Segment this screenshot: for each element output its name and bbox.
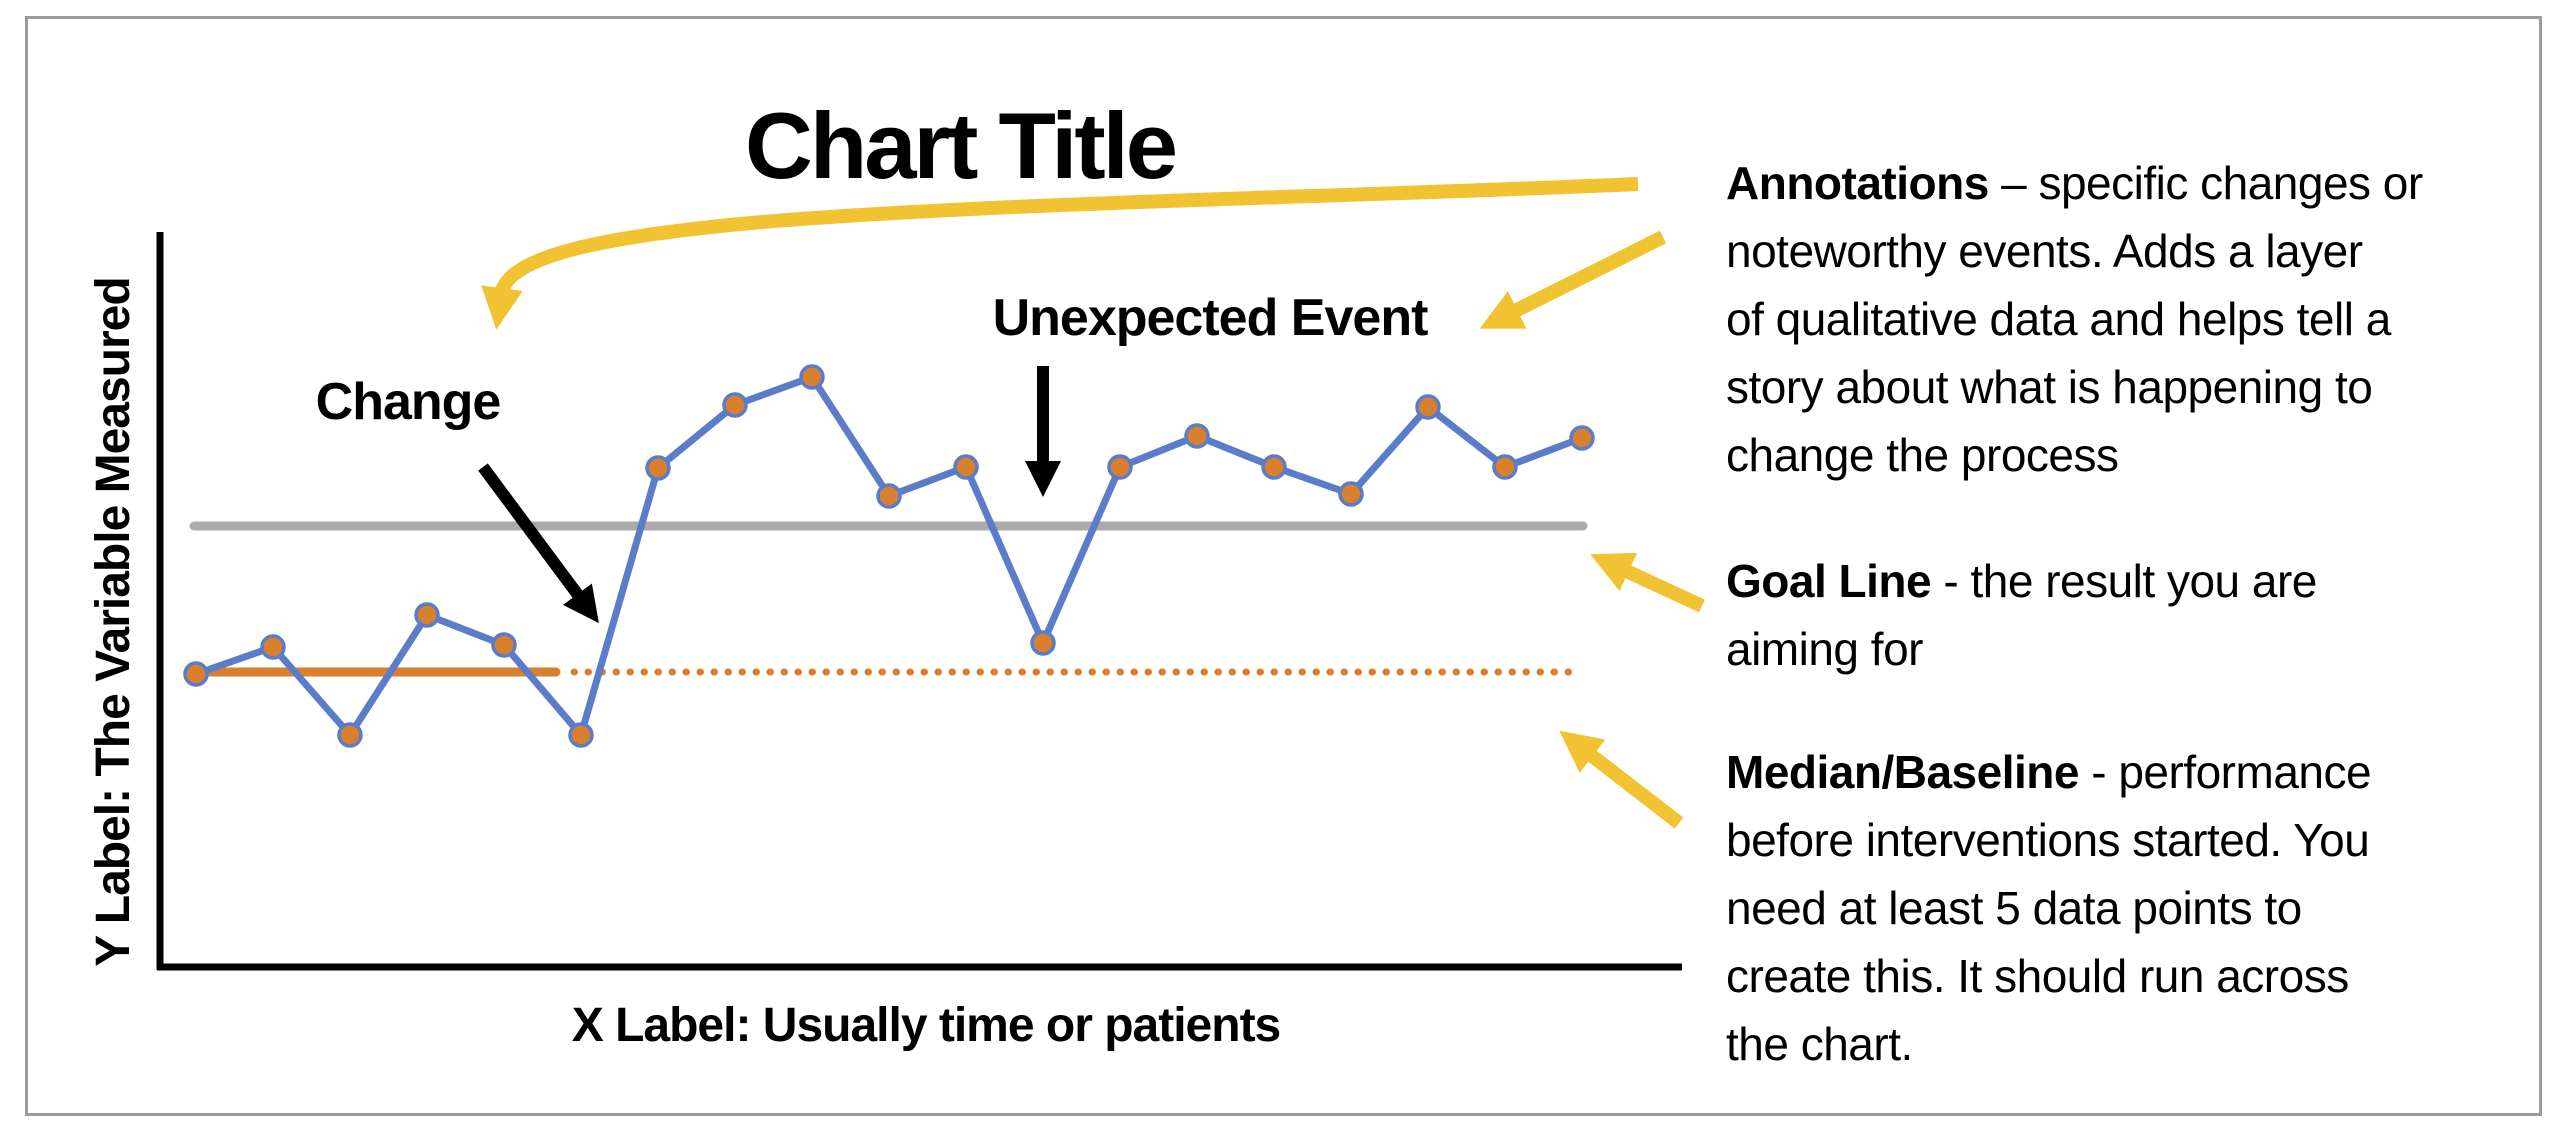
annotations-description: Annotations – specific changes or notewo… [1726, 149, 2536, 489]
data-point-marker [722, 392, 748, 418]
data-point-marker [260, 634, 286, 660]
change-annotation-label: Change [315, 373, 502, 431]
data-point-marker [1415, 394, 1441, 420]
median-baseline-definition: - performance before interventions start… [1726, 746, 2372, 1070]
data-point-marker [953, 454, 979, 480]
data-point-marker [876, 483, 902, 509]
data-point-marker [568, 722, 594, 748]
data-point-marker [1569, 425, 1595, 451]
annotations-diagonal-arrow [1479, 230, 1667, 329]
unexpected-event-annotation-label: Unexpected Event [992, 289, 1429, 347]
page-border-frame [25, 16, 2542, 1116]
median-baseline-arrow [1559, 730, 1684, 829]
goal-line-definition: - the result you are aiming for [1726, 555, 2317, 675]
goal-line-description: Goal Line - the result you are aiming fo… [1726, 547, 2536, 683]
annotations-term: Annotations [1726, 157, 1989, 209]
data-point-marker [183, 661, 209, 687]
median-baseline-term: Median/Baseline [1726, 746, 2079, 798]
data-point-marker [1107, 454, 1133, 480]
data-point-marker [645, 455, 671, 481]
data-point-marker [1030, 630, 1056, 656]
data-point-marker [414, 602, 440, 628]
median-baseline-description: Median/Baseline - performance before int… [1726, 738, 2536, 1078]
goal-line-arrow [1590, 552, 1705, 613]
data-point-marker [337, 722, 363, 748]
data-point-marker [491, 632, 517, 658]
y-axis-label: Y Label: The Variable Measured [87, 277, 140, 967]
data-point-marker [799, 364, 825, 390]
change-arrow [478, 463, 599, 624]
chart-title: Chart Title [744, 93, 1178, 198]
annotations-swoosh-arrow [481, 177, 1639, 330]
data-point-marker [1261, 454, 1287, 480]
data-point-marker [1184, 423, 1210, 449]
goal-line-term: Goal Line [1726, 555, 1932, 607]
x-axis-label: X Label: Usually time or patients [571, 999, 1282, 1052]
annotations-definition: – specific changes or noteworthy events.… [1726, 157, 2423, 481]
data-point-marker [1492, 454, 1518, 480]
data-point-marker [1338, 481, 1364, 507]
